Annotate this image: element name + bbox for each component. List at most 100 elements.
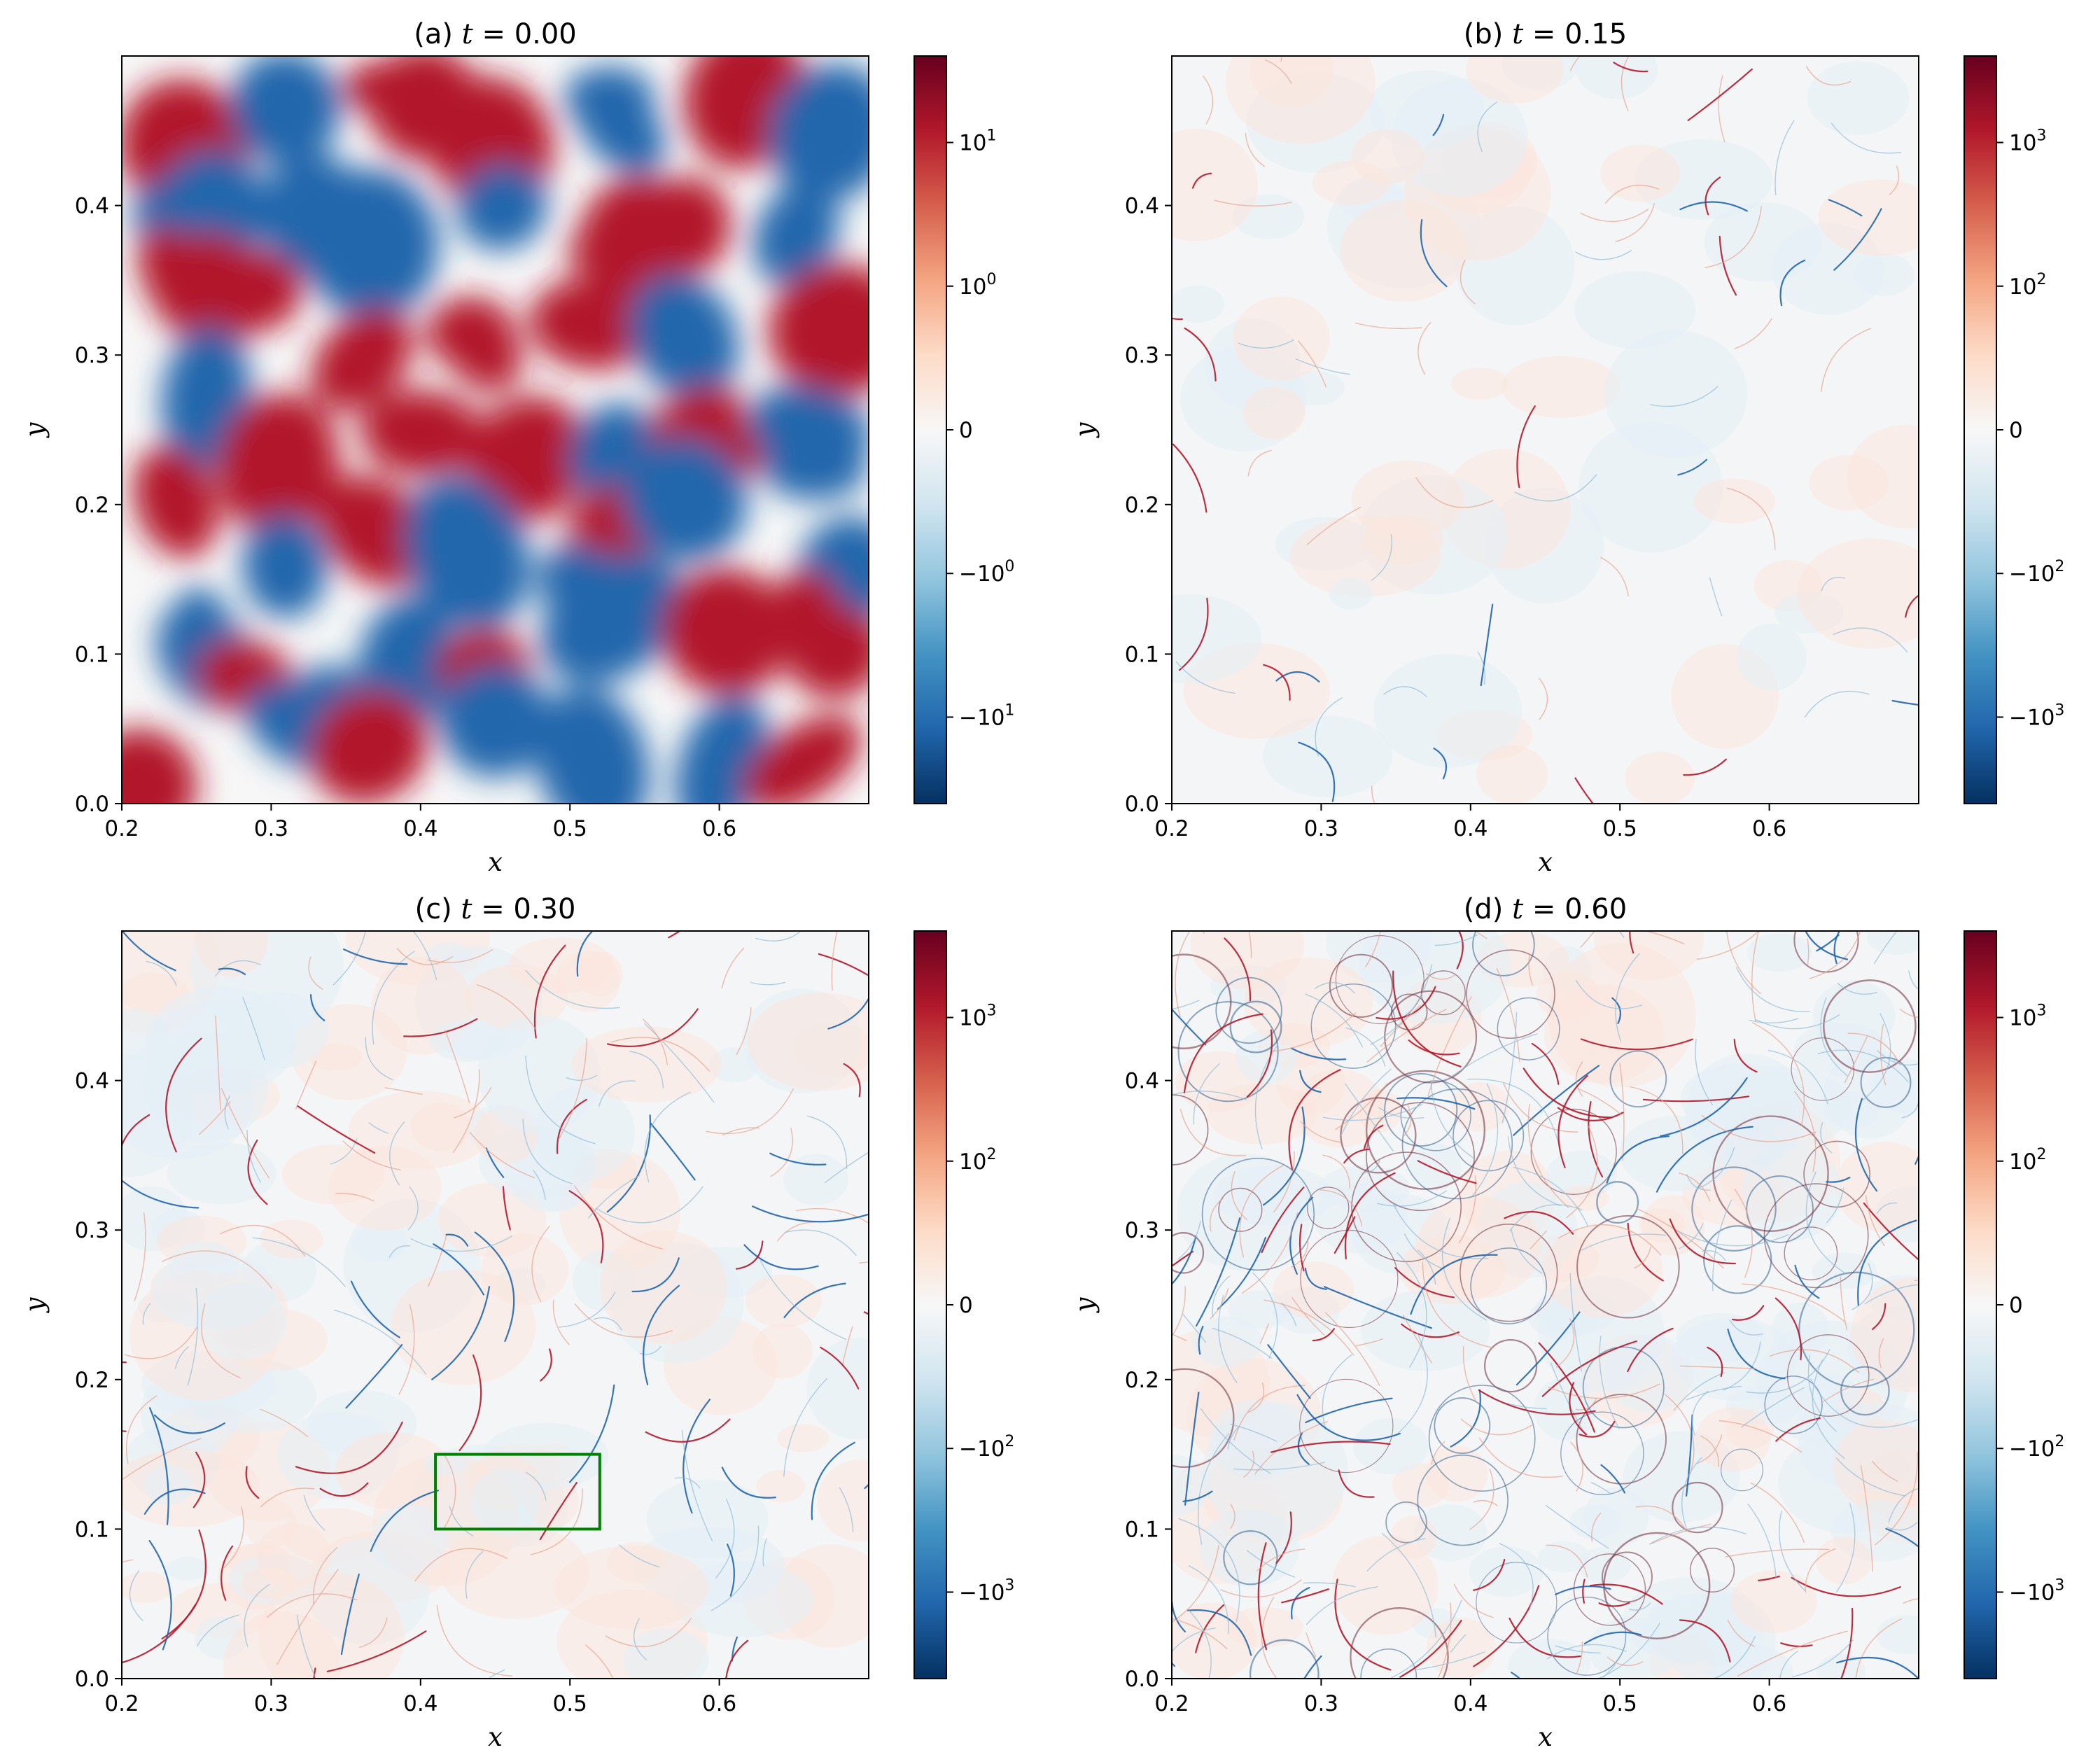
y-tick-label: 0.2 (1125, 493, 1159, 518)
colorbar-tick-label: 103 (2009, 127, 2046, 156)
y-axis-label: y (20, 1296, 50, 1313)
x-tick-label: 0.5 (1603, 1691, 1637, 1716)
y-tick-label: 0.2 (75, 1368, 109, 1393)
colorbar-tick-label: 102 (2009, 1146, 2046, 1175)
x-axis-label: x (1538, 1722, 1553, 1750)
y-tick-label: 0.4 (75, 1069, 109, 1094)
colorbar-tick-label: 0 (959, 1293, 973, 1318)
colorbar-tick-label: −102 (2009, 558, 2064, 587)
panel-title: (c) t = 0.30 (414, 893, 575, 925)
y-tick-label: 0.3 (1125, 1218, 1159, 1243)
panel-title: (a) t = 0.00 (414, 18, 577, 50)
colorbar (913, 930, 947, 1679)
x-tick-label: 0.4 (403, 1691, 438, 1716)
colorbar-tick-label: 100 (959, 271, 996, 300)
x-axis-label: x (1538, 847, 1553, 877)
field-image (1172, 931, 1919, 1679)
colorbar-tick-label: 102 (2009, 271, 2046, 300)
y-axis-label: y (1070, 421, 1100, 438)
panel-d: 0.2 0.3 0.4 0.5 0.6 0.0 0.1 0.2 0.3 0.4 x y (d) t = … (1070, 893, 2064, 1750)
y-tick-label: 0.4 (1125, 194, 1159, 219)
y-tick-label: 0.0 (1125, 1667, 1159, 1692)
axes-frame (1171, 55, 1919, 804)
y-tick-label: 0.2 (1125, 1368, 1159, 1393)
x-tick-label: 0.4 (403, 816, 438, 841)
colorbar-tick-label: −101 (959, 701, 1014, 730)
title-value: = 0.15 (1523, 18, 1627, 50)
colorbar-tick-label: 0 (2009, 1293, 2023, 1318)
x-tick-label: 0.6 (702, 1691, 736, 1716)
x-tick-label: 0.2 (1154, 1691, 1189, 1716)
y-tick-label: 0.2 (75, 493, 109, 518)
colorbar-tick-label: −102 (2009, 1433, 2064, 1462)
colorbar-tick-label: −102 (959, 1433, 1014, 1462)
y-tick-label: 0.3 (1125, 343, 1159, 368)
x-tick-label: 0.5 (553, 816, 587, 841)
axes-frame (121, 930, 869, 1679)
x-tick-label: 0.4 (1453, 1691, 1488, 1716)
field-image (122, 931, 869, 1679)
x-tick-label: 0.3 (1304, 1691, 1338, 1716)
panel-a: 0.2 0.3 0.4 0.5 0.6 0.0 0.1 0.2 0.3 0.4 x y (a) t = … (20, 18, 1014, 877)
panel-b: 0.2 0.3 0.4 0.5 0.6 0.0 0.1 0.2 0.3 0.4 x y (b) t = … (1070, 18, 2064, 877)
x-tick-label: 0.5 (1603, 816, 1637, 841)
colorbar-tick-label: −100 (959, 558, 1014, 587)
panel-title: (b) t = 0.15 (1464, 18, 1627, 50)
y-tick-label: 0.4 (75, 194, 109, 219)
colorbar-tick-label: −103 (959, 1576, 1014, 1605)
axes-frame (121, 55, 869, 804)
title-variable: t (1512, 18, 1524, 50)
title-variable: t (1512, 893, 1524, 925)
y-axis-label: y (1070, 1296, 1100, 1313)
colorbar-tick-label: −103 (2009, 701, 2064, 730)
title-prefix: (c) (414, 893, 461, 925)
title-value: = 0.60 (1523, 893, 1627, 925)
y-tick-label: 0.1 (1125, 1517, 1159, 1542)
colorbar-tick-label: −103 (2009, 1576, 2064, 1605)
y-axis-label: y (20, 421, 50, 438)
colorbar (913, 55, 947, 804)
title-variable: t (462, 18, 474, 50)
x-tick-label: 0.5 (553, 1691, 587, 1716)
title-prefix: (a) (414, 18, 461, 50)
title-value: = 0.00 (473, 18, 577, 50)
x-tick-label: 0.3 (254, 1691, 288, 1716)
highlight-box (434, 1452, 601, 1531)
y-tick-label: 0.0 (75, 1667, 109, 1692)
title-value: = 0.30 (472, 893, 575, 925)
x-axis-label: x (488, 847, 503, 877)
x-tick-label: 0.6 (1752, 1691, 1786, 1716)
y-tick-label: 0.3 (75, 343, 109, 368)
field-image (1172, 56, 1919, 804)
x-tick-label: 0.3 (1304, 816, 1338, 841)
y-tick-label: 0.0 (75, 792, 109, 817)
colorbar (1963, 930, 1997, 1679)
y-tick-label: 0.0 (1125, 792, 1159, 817)
colorbar-tick-label: 103 (959, 1002, 996, 1031)
title-prefix: (b) (1464, 18, 1512, 50)
colorbar-tick-label: 0 (959, 418, 973, 443)
colorbar-tick-label: 101 (959, 127, 996, 156)
x-tick-label: 0.4 (1453, 816, 1488, 841)
x-tick-label: 0.6 (1752, 816, 1786, 841)
x-axis-label: x (488, 1722, 503, 1750)
colorbar-tick-label: 0 (2009, 418, 2023, 443)
field-image (122, 56, 869, 804)
panel-title: (d) t = 0.60 (1464, 893, 1627, 925)
x-tick-label: 0.2 (104, 1691, 139, 1716)
y-tick-label: 0.1 (1125, 642, 1159, 667)
title-prefix: (d) (1464, 893, 1512, 925)
colorbar-tick-label: 103 (2009, 1002, 2046, 1031)
colorbar (1963, 55, 1997, 804)
panel-c: 0.2 0.3 0.4 0.5 0.6 0.0 0.1 0.2 0.3 0.4 x y (c) t = … (20, 893, 1014, 1750)
y-tick-label: 0.1 (75, 642, 109, 667)
y-tick-label: 0.4 (1125, 1069, 1159, 1094)
x-tick-label: 0.2 (104, 816, 139, 841)
y-tick-label: 0.1 (75, 1517, 109, 1542)
colorbar-tick-label: 102 (959, 1146, 996, 1175)
axes-frame (1171, 930, 1919, 1679)
x-tick-label: 0.6 (702, 816, 736, 841)
x-tick-label: 0.3 (254, 816, 288, 841)
y-tick-label: 0.3 (75, 1218, 109, 1243)
